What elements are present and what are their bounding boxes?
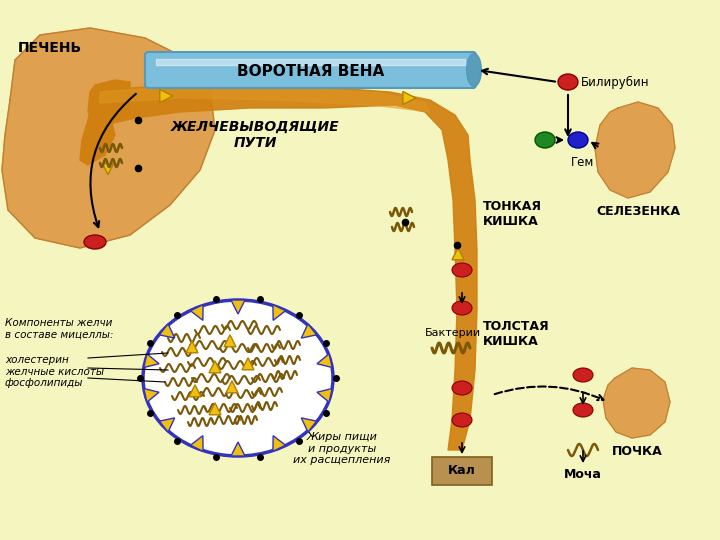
Ellipse shape [573,403,593,417]
Text: ВОРОТНАЯ ВЕНА: ВОРОТНАЯ ВЕНА [237,64,384,78]
Polygon shape [160,90,173,103]
Text: ПЕЧЕНЬ: ПЕЧЕНЬ [18,41,82,55]
Polygon shape [317,354,332,367]
Text: Билирубин: Билирубин [581,76,649,89]
Polygon shape [144,389,159,402]
Polygon shape [226,381,238,393]
Text: ТОЛСТАЯ
КИШКА: ТОЛСТАЯ КИШКА [483,320,549,348]
Ellipse shape [143,300,333,456]
Polygon shape [2,28,215,248]
Polygon shape [191,305,203,320]
Text: СЕЛЕЗЕНКА: СЕЛЕЗЕНКА [596,205,680,218]
Text: Гем: Гем [571,156,595,169]
Text: холестерин
желчные кислоты
фосфолипиды: холестерин желчные кислоты фосфолипиды [5,355,104,388]
Polygon shape [90,85,477,450]
Text: ЖЕЛЧЕВЫВОДЯЩИЕ
ПУТИ: ЖЕЛЧЕВЫВОДЯЩИЕ ПУТИ [171,120,339,150]
Polygon shape [186,341,198,353]
Polygon shape [273,436,286,451]
Polygon shape [595,102,675,198]
Polygon shape [317,389,332,402]
Ellipse shape [558,74,578,90]
Ellipse shape [573,368,593,382]
Ellipse shape [568,132,588,148]
Polygon shape [402,91,416,105]
Polygon shape [273,305,286,320]
Polygon shape [209,403,221,415]
Polygon shape [80,108,115,165]
Ellipse shape [452,301,472,315]
Polygon shape [144,354,159,367]
Text: Бактерии: Бактерии [425,328,481,338]
FancyBboxPatch shape [145,52,476,88]
Ellipse shape [467,54,481,86]
Text: Компоненты желчи
в составе мицеллы:: Компоненты желчи в составе мицеллы: [5,318,114,340]
Polygon shape [88,80,130,120]
Polygon shape [231,442,245,456]
Polygon shape [189,385,201,397]
Ellipse shape [452,381,472,395]
Polygon shape [231,300,245,314]
Polygon shape [100,86,430,112]
Polygon shape [159,418,175,432]
Polygon shape [603,368,670,438]
FancyBboxPatch shape [432,457,492,485]
Text: Моча: Моча [564,468,602,481]
Text: ПОЧКА: ПОЧКА [611,445,662,458]
Polygon shape [302,418,317,432]
Text: Жиры пищи
и продукты
их расщепления: Жиры пищи и продукты их расщепления [293,432,391,465]
Ellipse shape [535,132,555,148]
Text: Кал: Кал [448,464,476,477]
Polygon shape [209,361,221,373]
Ellipse shape [452,263,472,277]
Polygon shape [191,436,203,451]
Polygon shape [242,358,254,370]
Ellipse shape [84,235,106,249]
Polygon shape [102,164,114,174]
Polygon shape [159,324,175,338]
Polygon shape [302,324,317,338]
Ellipse shape [452,413,472,427]
Polygon shape [224,335,236,347]
Text: ТОНКАЯ
КИШКА: ТОНКАЯ КИШКА [483,200,542,228]
Polygon shape [452,248,464,260]
